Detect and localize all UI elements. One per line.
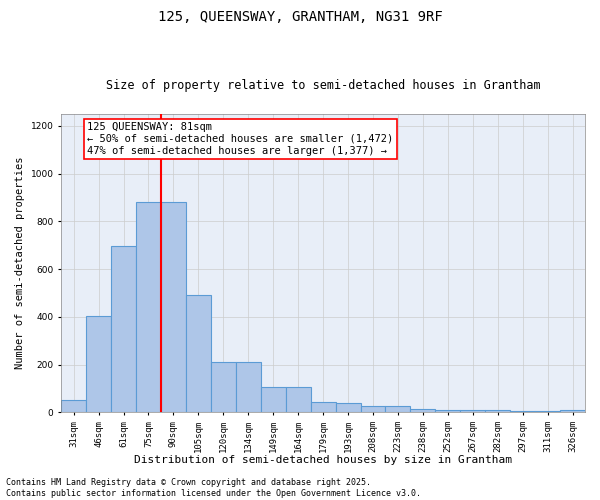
Bar — [510, 411, 535, 412]
Text: 125 QUEENSWAY: 81sqm
← 50% of semi-detached houses are smaller (1,472)
47% of se: 125 QUEENSWAY: 81sqm ← 50% of semi-detac… — [88, 122, 394, 156]
Bar — [560, 410, 585, 412]
Text: Contains HM Land Registry data © Crown copyright and database right 2025.
Contai: Contains HM Land Registry data © Crown c… — [6, 478, 421, 498]
Bar — [311, 402, 335, 412]
Bar — [161, 202, 186, 412]
Bar — [236, 362, 261, 412]
Bar — [61, 400, 86, 412]
Title: Size of property relative to semi-detached houses in Grantham: Size of property relative to semi-detach… — [106, 79, 541, 92]
X-axis label: Distribution of semi-detached houses by size in Grantham: Distribution of semi-detached houses by … — [134, 455, 512, 465]
Bar — [211, 362, 236, 412]
Bar — [86, 316, 111, 412]
Bar — [261, 388, 286, 412]
Bar — [535, 411, 560, 412]
Bar — [410, 409, 436, 412]
Bar — [460, 410, 485, 412]
Bar — [136, 202, 161, 412]
Y-axis label: Number of semi-detached properties: Number of semi-detached properties — [15, 157, 25, 370]
Bar — [335, 403, 361, 412]
Text: 125, QUEENSWAY, GRANTHAM, NG31 9RF: 125, QUEENSWAY, GRANTHAM, NG31 9RF — [158, 10, 442, 24]
Bar — [436, 410, 460, 412]
Bar — [111, 246, 136, 412]
Bar — [485, 410, 510, 412]
Bar — [286, 388, 311, 412]
Bar — [385, 406, 410, 412]
Bar — [361, 406, 385, 412]
Bar — [186, 296, 211, 412]
